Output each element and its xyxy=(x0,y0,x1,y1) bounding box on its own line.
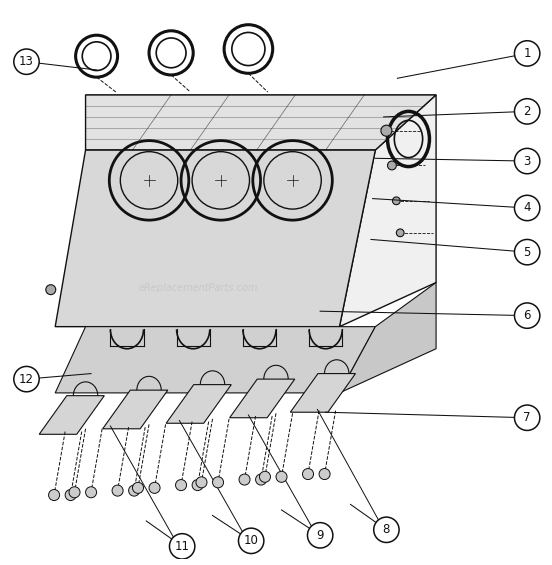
Circle shape xyxy=(256,474,267,485)
Circle shape xyxy=(112,485,123,496)
Circle shape xyxy=(239,474,250,485)
Text: 7: 7 xyxy=(523,411,531,424)
Circle shape xyxy=(319,468,330,480)
Polygon shape xyxy=(86,95,436,150)
Polygon shape xyxy=(55,327,375,393)
Circle shape xyxy=(132,483,144,493)
Text: 1: 1 xyxy=(523,47,531,60)
Text: 13: 13 xyxy=(19,55,34,68)
Text: 4: 4 xyxy=(523,202,531,215)
Circle shape xyxy=(238,528,264,554)
Circle shape xyxy=(514,41,540,66)
Text: 9: 9 xyxy=(316,529,324,542)
Text: eReplacementParts.com: eReplacementParts.com xyxy=(139,283,258,293)
Polygon shape xyxy=(103,390,168,429)
Text: 12: 12 xyxy=(19,372,34,385)
Text: 8: 8 xyxy=(383,523,390,536)
Circle shape xyxy=(514,195,540,221)
Polygon shape xyxy=(166,385,231,423)
Circle shape xyxy=(514,303,540,328)
Circle shape xyxy=(129,485,140,496)
Polygon shape xyxy=(55,150,375,327)
Polygon shape xyxy=(339,95,436,327)
Polygon shape xyxy=(339,282,436,393)
Circle shape xyxy=(276,471,287,483)
Circle shape xyxy=(374,517,399,542)
Circle shape xyxy=(49,489,60,501)
Circle shape xyxy=(169,534,195,559)
Circle shape xyxy=(149,483,160,493)
Circle shape xyxy=(381,125,392,136)
Text: 6: 6 xyxy=(523,309,531,322)
Circle shape xyxy=(259,471,270,483)
Polygon shape xyxy=(290,373,355,412)
Circle shape xyxy=(196,477,207,488)
Circle shape xyxy=(307,523,333,548)
Circle shape xyxy=(302,468,314,480)
Circle shape xyxy=(14,367,39,392)
Circle shape xyxy=(14,49,39,75)
Circle shape xyxy=(176,480,187,490)
Circle shape xyxy=(192,480,203,490)
Text: 11: 11 xyxy=(174,540,190,553)
Circle shape xyxy=(514,149,540,174)
Circle shape xyxy=(396,229,404,237)
Circle shape xyxy=(514,240,540,265)
Circle shape xyxy=(46,285,56,294)
Text: 5: 5 xyxy=(523,246,531,259)
Polygon shape xyxy=(39,396,104,434)
Circle shape xyxy=(69,486,80,498)
Circle shape xyxy=(514,99,540,124)
Text: 10: 10 xyxy=(244,534,258,547)
Circle shape xyxy=(213,477,224,488)
Text: 2: 2 xyxy=(523,105,531,118)
Text: 3: 3 xyxy=(523,155,531,168)
Circle shape xyxy=(65,489,76,501)
Circle shape xyxy=(392,197,400,205)
Polygon shape xyxy=(230,379,295,418)
Circle shape xyxy=(86,486,97,498)
Circle shape xyxy=(388,161,396,170)
Circle shape xyxy=(514,405,540,431)
